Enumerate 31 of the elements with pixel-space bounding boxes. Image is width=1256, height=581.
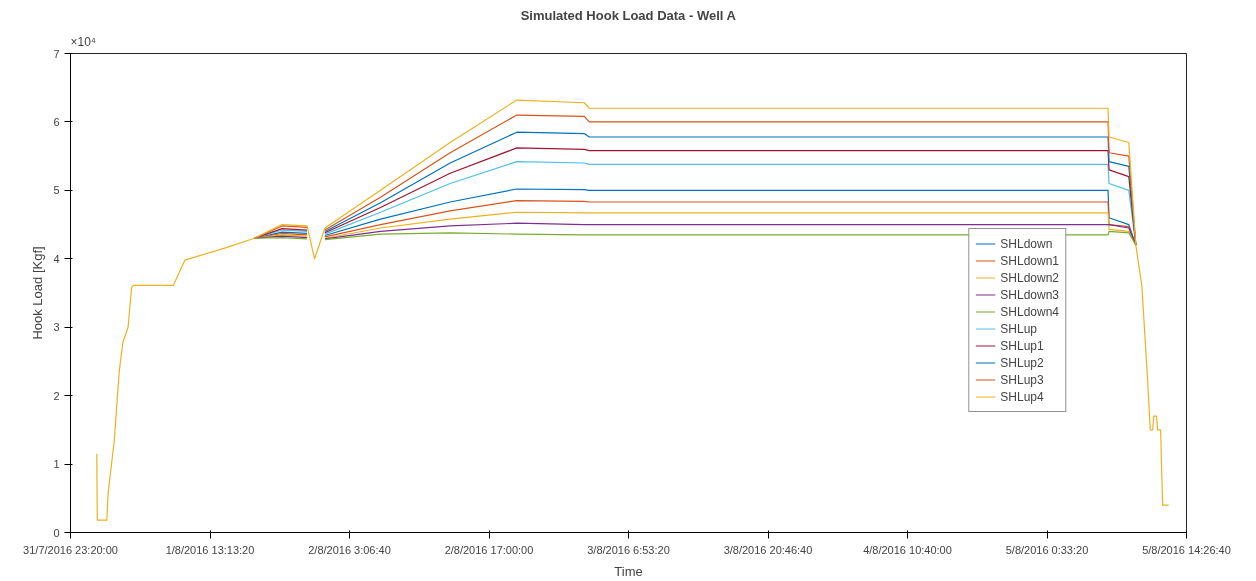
x-tick-label: 3/8/2016 6:53:20	[587, 543, 670, 556]
legend-label: SHLup2	[1000, 354, 1044, 371]
chart-title: Simulated Hook Load Data - Well A	[520, 7, 737, 23]
y-tick-label: 3	[53, 321, 60, 334]
x-tick-label: 5/8/2016 14:26:40	[1142, 543, 1231, 556]
y-tick-label: 7	[53, 47, 60, 60]
legend-label: SHLdown4	[1000, 303, 1059, 320]
legend-label: SHLdown1	[1000, 252, 1059, 269]
x-tick-label: 2/8/2016 17:00:00	[444, 543, 534, 556]
y-tick-label: 0	[53, 526, 60, 539]
x-tick-label: 4/8/2016 10:40:00	[863, 543, 952, 556]
y-tick-label: 6	[53, 115, 60, 128]
legend-label: SHLup3	[1000, 371, 1044, 388]
x-tick-label: 31/7/2016 23:20:00	[23, 543, 118, 556]
text: ×10⁴	[70, 34, 97, 49]
x-tick-label: 3/8/2016 20:46:40	[723, 543, 813, 556]
x-tick-label: 5/8/2016 0:33:20	[1005, 543, 1089, 556]
y-tick-label: 1	[53, 458, 60, 471]
legend-label: SHLdown3	[1000, 286, 1059, 303]
x-tick-label: 2/8/2016 3:06:40	[308, 543, 391, 556]
y-axis-title: Hook Load [Kgf]	[30, 246, 46, 340]
y-tick-label: 5	[53, 184, 60, 197]
legend-label: SHLdown	[1000, 235, 1053, 252]
x-axis-title: Time	[614, 563, 643, 579]
y-tick-label: 4	[53, 252, 60, 265]
legend-label: SHLup1	[1000, 337, 1044, 354]
y-tick-label: 2	[53, 389, 60, 402]
legend-label: SHLdown2	[1000, 269, 1059, 286]
x-tick-label: 1/8/2016 13:13:20	[165, 543, 255, 556]
legend-label: SHLup4	[1000, 388, 1044, 405]
legend-label: SHLup	[1000, 320, 1037, 337]
